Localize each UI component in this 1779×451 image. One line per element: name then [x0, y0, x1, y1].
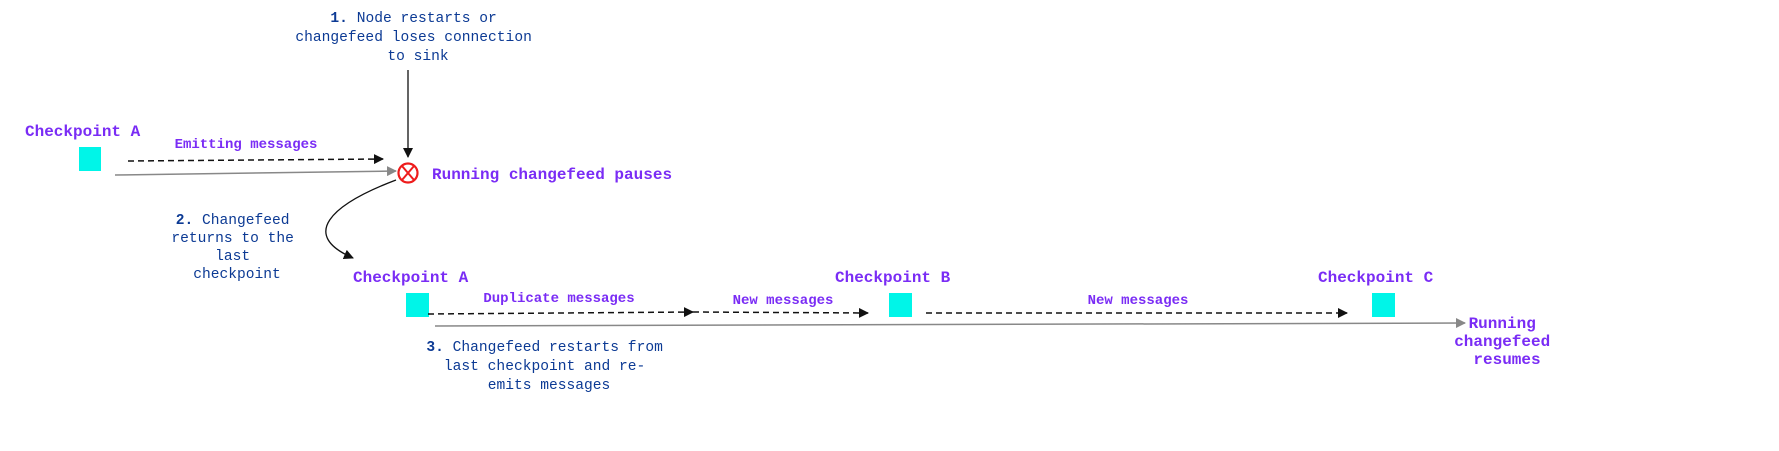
resume-label: Running changefeed resumes [1454, 315, 1560, 369]
step-1-note: 1. Node restarts or changefeed loses con… [295, 11, 540, 65]
new-messages-label-2: New messages [1088, 293, 1189, 309]
step-3-note: 3. Changefeed restarts from last checkpo… [426, 340, 671, 394]
checkpoint-b-marker [889, 293, 912, 317]
checkpoint-c-marker [1372, 293, 1395, 317]
step-2-note: 2. Changefeed returns to the last checkp… [171, 213, 302, 283]
circled-x-icon [397, 162, 419, 184]
checkpoint-a-label: Checkpoint A [25, 123, 141, 141]
checkpoint-a-restart-marker [406, 293, 429, 317]
checkpoint-c-label: Checkpoint C [1318, 269, 1434, 287]
duplicate-messages-arrow [427, 307, 694, 318]
checkpoint-a-marker [79, 147, 101, 171]
pause-label: Running changefeed pauses [432, 166, 672, 184]
new-messages-arrow-1 [692, 307, 869, 318]
return-arrow [325, 179, 397, 259]
timeline-after [434, 318, 1466, 329]
checkpoint-a-restart-label: Checkpoint A [353, 269, 469, 287]
emitting-messages-label: Emitting messages [175, 137, 318, 153]
timeline-before [114, 166, 397, 177]
emitting-messages-arrow [127, 154, 384, 165]
new-messages-label-1: New messages [733, 293, 834, 309]
duplicate-messages-label: Duplicate messages [483, 291, 634, 307]
checkpoint-b-label: Checkpoint B [835, 269, 951, 287]
